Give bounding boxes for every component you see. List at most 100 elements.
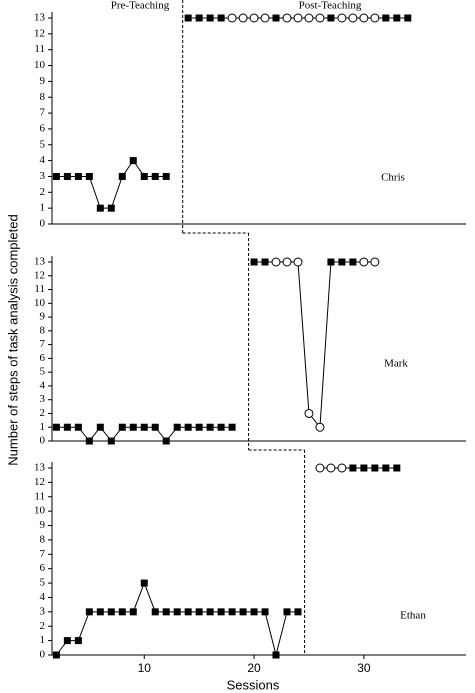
data-point — [238, 13, 248, 23]
participant-label: Ethan — [400, 610, 426, 622]
data-point — [349, 258, 357, 266]
data-point — [63, 637, 71, 645]
data-point — [162, 172, 170, 180]
data-point — [382, 464, 390, 472]
x-tick-label: 30 — [357, 661, 371, 675]
data-point — [250, 608, 258, 616]
data-point — [52, 423, 60, 431]
y-tick-label: 10 — [34, 59, 46, 71]
y-tick-label: 9 — [40, 519, 46, 531]
y-tick-label: 6 — [40, 122, 46, 134]
y-tick-label: 0 — [40, 218, 46, 230]
data-point — [359, 257, 369, 267]
y-tick-label: 11 — [34, 43, 45, 55]
data-point — [315, 422, 325, 432]
data-point — [261, 258, 269, 266]
data-point — [304, 408, 314, 418]
y-tick-label: 6 — [40, 562, 46, 574]
phase-label: Post-Teaching — [299, 0, 362, 12]
data-point — [52, 172, 60, 180]
data-point — [195, 14, 203, 22]
participant-label: Mark — [384, 358, 408, 370]
data-point — [360, 464, 368, 472]
y-tick-label: 11 — [34, 283, 45, 295]
data-point — [206, 423, 214, 431]
data-point — [129, 608, 137, 616]
y-tick-label: 5 — [40, 138, 46, 150]
data-point — [184, 423, 192, 431]
data-point — [107, 204, 115, 212]
y-tick-label: 13 — [34, 462, 46, 474]
y-tick-label: 8 — [40, 91, 46, 103]
data-point — [370, 13, 380, 23]
y-tick-label: 1 — [40, 202, 46, 214]
x-tick-label: 20 — [247, 661, 261, 675]
data-point — [349, 464, 357, 472]
data-point — [249, 13, 259, 23]
y-tick-label: 4 — [40, 379, 46, 391]
data-point — [337, 463, 347, 473]
data-line — [55, 581, 298, 656]
y-tick-label: 5 — [40, 366, 46, 378]
data-point — [282, 257, 292, 267]
y-tick-label: 12 — [34, 269, 45, 281]
data-point — [326, 463, 336, 473]
y-tick-label: 7 — [40, 548, 46, 560]
y-tick-label: 3 — [40, 605, 46, 617]
data-point — [327, 14, 335, 22]
data-point — [173, 423, 181, 431]
y-tick-label: 13 — [34, 12, 46, 24]
y-axis-label: Number of steps of task analysis complet… — [5, 214, 20, 465]
y-tick-label: 3 — [40, 170, 46, 182]
data-point — [217, 423, 225, 431]
data-line — [254, 261, 375, 429]
data-point — [162, 608, 170, 616]
data-point — [96, 423, 104, 431]
data-point — [217, 608, 225, 616]
data-point — [107, 608, 115, 616]
y-tick-label: 6 — [40, 352, 46, 364]
data-point — [85, 608, 93, 616]
data-point — [63, 172, 71, 180]
y-tick-label: 4 — [40, 591, 46, 603]
data-point — [382, 14, 390, 22]
data-point — [304, 13, 314, 23]
y-tick-label: 12 — [34, 27, 45, 39]
x-tick-label: 10 — [138, 661, 152, 675]
data-point — [272, 651, 280, 659]
data-point — [140, 423, 148, 431]
data-point — [151, 172, 159, 180]
y-tick-label: 3 — [40, 393, 46, 405]
data-point — [359, 13, 369, 23]
data-point — [195, 608, 203, 616]
data-point — [151, 608, 159, 616]
data-point — [129, 157, 137, 165]
data-point — [162, 437, 170, 445]
data-point — [118, 172, 126, 180]
y-tick-label: 0 — [40, 435, 46, 447]
y-tick-label: 11 — [34, 490, 45, 502]
data-point — [293, 257, 303, 267]
data-point — [206, 608, 214, 616]
y-tick-label: 0 — [40, 649, 46, 661]
y-tick-label: 1 — [40, 421, 46, 433]
data-point — [96, 204, 104, 212]
data-point — [404, 14, 412, 22]
y-tick-label: 5 — [40, 577, 46, 589]
phase-label: Pre-Teaching — [111, 0, 170, 12]
data-point — [206, 14, 214, 22]
data-point — [74, 637, 82, 645]
data-point — [74, 423, 82, 431]
data-point — [107, 437, 115, 445]
data-point — [227, 13, 237, 23]
data-point — [217, 14, 225, 22]
data-point — [272, 14, 280, 22]
y-tick-label: 2 — [40, 620, 46, 632]
y-tick-label: 9 — [40, 311, 46, 323]
y-tick-label: 10 — [34, 297, 46, 309]
data-point — [85, 172, 93, 180]
data-point — [282, 13, 292, 23]
data-point — [74, 172, 82, 180]
data-point — [327, 258, 335, 266]
